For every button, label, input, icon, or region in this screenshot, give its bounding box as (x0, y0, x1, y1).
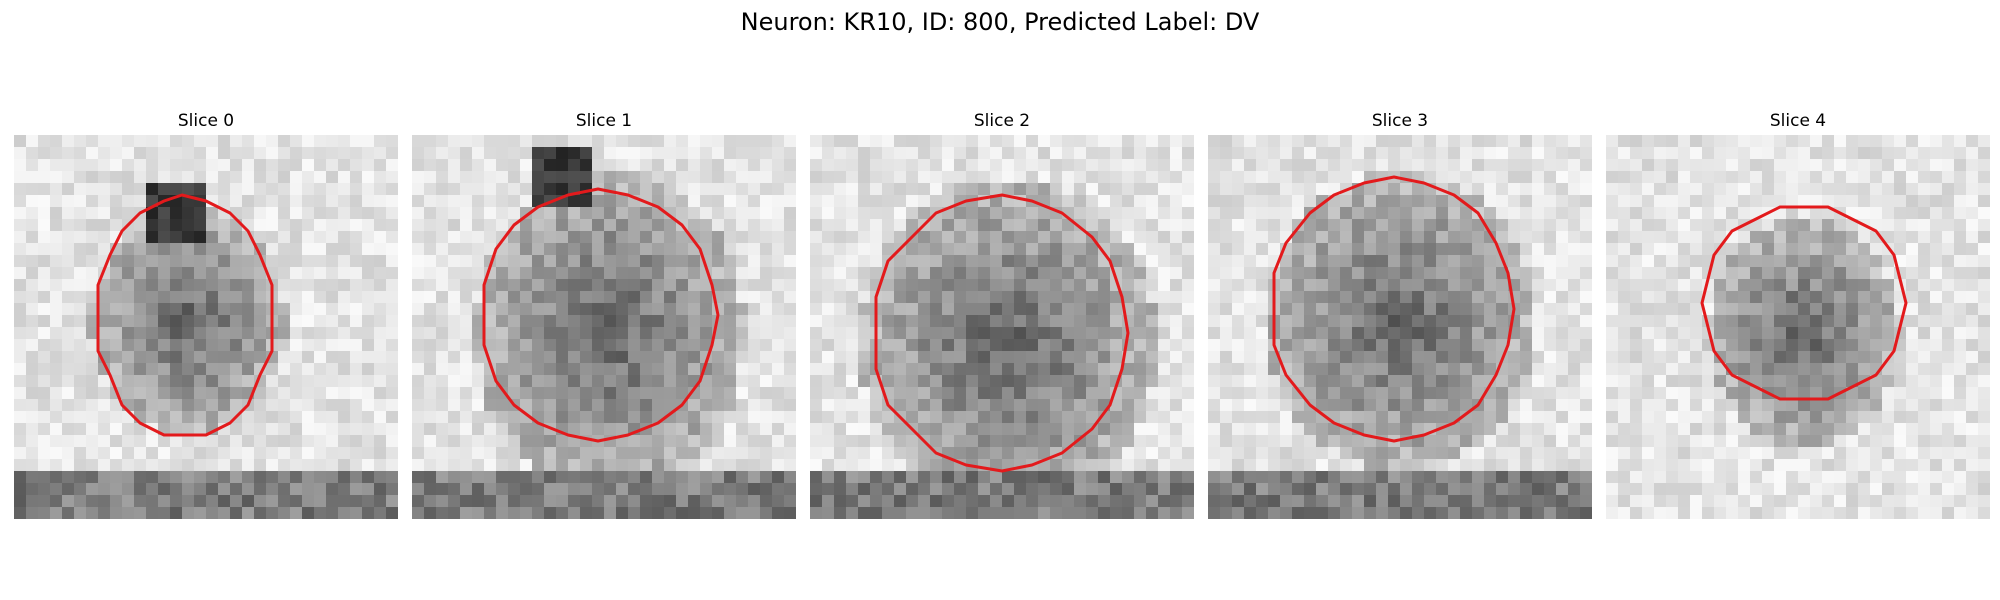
slice-panel-4: Slice 4 (1606, 107, 1990, 519)
slice-title: Slice 1 (575, 111, 633, 131)
segmentation-contour (1272, 175, 1516, 443)
segmentation-contour (1700, 205, 1908, 401)
segmentation-contour (96, 193, 274, 437)
slice-image (1606, 135, 1990, 519)
slice-image (810, 135, 1194, 519)
slice-image (14, 135, 398, 519)
segmentation-contour (482, 187, 720, 443)
slice-title: Slice 2 (973, 111, 1031, 131)
segmentation-contour (874, 193, 1130, 473)
slice-panel-1: Slice 1 (412, 107, 796, 519)
slice-image (1208, 135, 1592, 519)
slice-title: Slice 0 (177, 111, 235, 131)
slice-panel-2: Slice 2 (810, 107, 1194, 519)
slice-image (412, 135, 796, 519)
slice-panel-0: Slice 0 (14, 107, 398, 519)
slice-panel-3: Slice 3 (1208, 107, 1592, 519)
figure-title: Neuron: KR10, ID: 800, Predicted Label: … (740, 8, 1260, 36)
slice-title: Slice 4 (1769, 111, 1827, 131)
slice-title: Slice 3 (1371, 111, 1429, 131)
